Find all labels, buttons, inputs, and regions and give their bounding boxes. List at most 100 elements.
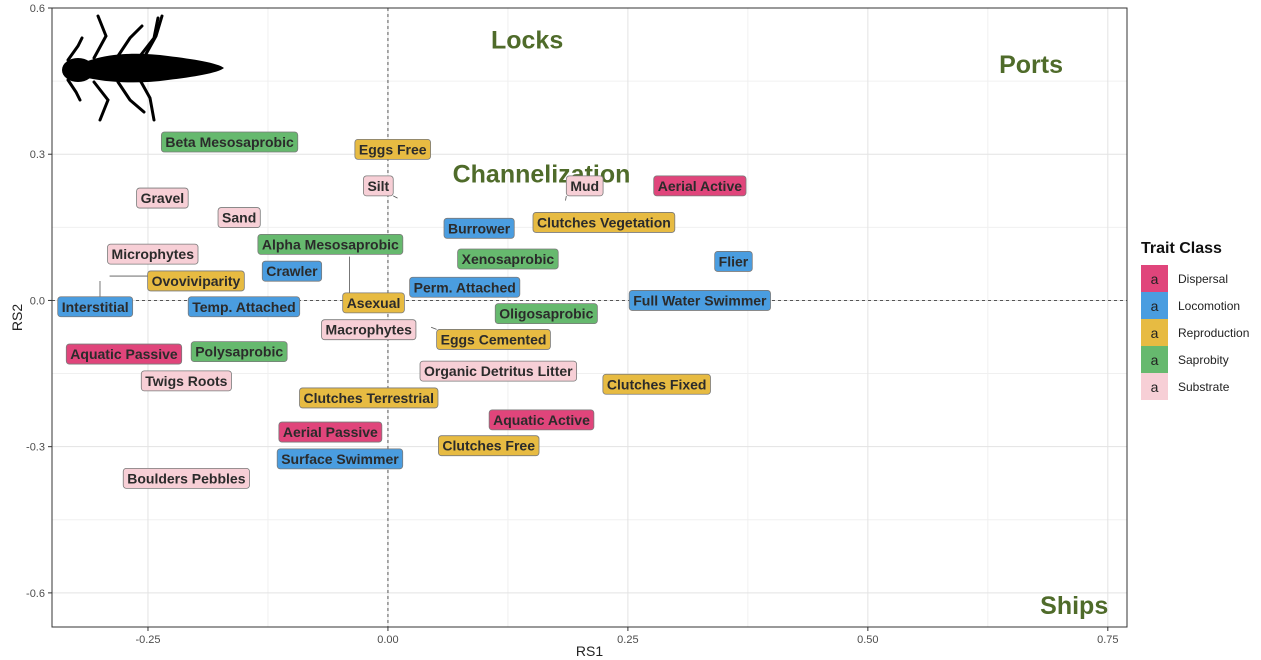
label-text: Eggs Free bbox=[359, 141, 427, 157]
trait-label: Aerial Passive bbox=[278, 421, 383, 443]
label-text: Surface Swimmer bbox=[281, 451, 399, 467]
x-tick-label: 0.25 bbox=[617, 634, 638, 646]
trait-label: Temp. Attached bbox=[187, 296, 301, 318]
legend-key bbox=[1141, 292, 1168, 319]
label-box bbox=[653, 175, 747, 197]
trait-label: Oligosaprobic bbox=[494, 303, 598, 325]
trait-label: Alpha Mesosaprobic bbox=[257, 233, 404, 255]
label-text: Sand bbox=[222, 210, 256, 226]
label-box bbox=[257, 233, 404, 255]
leader-line bbox=[393, 195, 398, 199]
label-text: Interstitial bbox=[62, 299, 129, 315]
legend-label: Dispersal bbox=[1178, 272, 1228, 286]
label-text: Clutches Free bbox=[442, 438, 535, 454]
y-axis-title: RS2 bbox=[9, 304, 25, 331]
x-axis-title: RS1 bbox=[576, 643, 603, 659]
trait-label: Sand bbox=[217, 207, 261, 228]
region-label: Locks bbox=[491, 27, 563, 55]
label-box bbox=[140, 370, 232, 392]
label-text: Twigs Roots bbox=[145, 373, 227, 389]
y-axis-ticks: -0.6 -0.3 0.0 0.3 0.6 bbox=[26, 3, 52, 600]
trait-label: Surface Swimmer bbox=[276, 448, 404, 470]
label-text: Xenosaprobic bbox=[462, 251, 555, 267]
x-axis-ticks: -0.25 0.00 0.25 0.50 0.75 bbox=[135, 627, 1119, 646]
label-text: Clutches Vegetation bbox=[537, 214, 671, 230]
trait-label: Clutches Terrestrial bbox=[299, 387, 439, 409]
label-box bbox=[628, 290, 771, 311]
y-tick-label: 0.6 bbox=[30, 3, 45, 15]
label-box bbox=[276, 448, 404, 470]
label-text: Alpha Mesosaprobic bbox=[262, 236, 399, 252]
leader-lines bbox=[99, 195, 567, 330]
y-tick-label: 0.0 bbox=[30, 295, 45, 307]
legend-item: a Locomotion bbox=[1141, 292, 1240, 319]
label-box bbox=[321, 319, 417, 341]
label-text: Polysaprobic bbox=[195, 344, 283, 360]
label-box bbox=[107, 243, 199, 265]
label-box bbox=[160, 131, 299, 153]
trait-label: Eggs Free bbox=[354, 138, 431, 160]
legend-key-glyph: a bbox=[1151, 325, 1159, 341]
label-box bbox=[342, 292, 405, 314]
trait-label: Perm. Attached bbox=[409, 276, 521, 298]
label-box bbox=[136, 187, 189, 209]
label-box bbox=[532, 212, 676, 233]
label-text: Crawler bbox=[266, 263, 318, 279]
legend-key-glyph: a bbox=[1151, 298, 1159, 314]
label-box bbox=[299, 387, 439, 409]
label-box bbox=[436, 329, 551, 350]
trait-label: Asexual bbox=[342, 292, 405, 314]
label-box bbox=[354, 138, 431, 160]
trait-label: Clutches Vegetation bbox=[532, 212, 676, 233]
label-text: Flier bbox=[719, 253, 749, 269]
trait-labels: Beta Mesosaprobic Eggs Free Silt Mud Aerial … bbox=[57, 131, 771, 489]
label-text: Oligosaprobic bbox=[499, 306, 593, 322]
region-label: Ships bbox=[1040, 592, 1108, 620]
legend-item: a Dispersal bbox=[1141, 265, 1228, 292]
trait-label: Aerial Active bbox=[653, 175, 747, 197]
legend-label: Substrate bbox=[1178, 380, 1230, 394]
label-box bbox=[419, 360, 578, 382]
legend-key bbox=[1141, 319, 1168, 346]
label-box bbox=[65, 343, 183, 365]
insect-silhouette-icon bbox=[62, 14, 224, 122]
plot-panel bbox=[51, 7, 1128, 628]
label-text: Aquatic Active bbox=[493, 412, 590, 428]
y-tick-label: -0.3 bbox=[26, 442, 45, 454]
label-box bbox=[488, 409, 595, 431]
legend-key-glyph: a bbox=[1151, 271, 1159, 287]
label-text: Microphytes bbox=[112, 246, 195, 262]
label-box bbox=[409, 276, 521, 298]
trait-label: Macrophytes bbox=[321, 319, 417, 341]
label-box bbox=[494, 303, 598, 325]
label-box bbox=[122, 467, 250, 489]
legend-item: a Reproduction bbox=[1141, 319, 1249, 346]
label-text: Perm. Attached bbox=[414, 279, 516, 295]
label-box bbox=[443, 217, 515, 239]
legend-key bbox=[1141, 265, 1168, 292]
legend-label: Locomotion bbox=[1178, 299, 1240, 313]
trait-label: Organic Detritus Litter bbox=[419, 360, 578, 382]
legend-title: Trait Class bbox=[1141, 240, 1222, 257]
trait-label: Eggs Cemented bbox=[436, 329, 551, 350]
label-text: Full Water Swimmer bbox=[633, 292, 767, 308]
x-tick-label: -0.25 bbox=[135, 634, 160, 646]
label-text: Macrophytes bbox=[326, 322, 413, 338]
label-text: Aquatic Passive bbox=[70, 346, 178, 362]
x-tick-label: 0.00 bbox=[377, 634, 398, 646]
label-text: Gravel bbox=[141, 190, 185, 206]
legend-key-glyph: a bbox=[1151, 379, 1159, 395]
legend-item: a Saprobity bbox=[1141, 346, 1229, 373]
trait-label: Interstitial bbox=[57, 296, 134, 318]
region-label: Channelization bbox=[453, 161, 631, 189]
label-box bbox=[565, 175, 604, 197]
label-box bbox=[278, 421, 383, 443]
label-box bbox=[57, 296, 134, 318]
label-box bbox=[261, 260, 323, 282]
trait-label: Clutches Free bbox=[438, 435, 540, 457]
trait-label: Aquatic Passive bbox=[65, 343, 183, 365]
legend-key bbox=[1141, 373, 1168, 400]
trait-label: Flier bbox=[714, 251, 753, 272]
trait-label: Gravel bbox=[136, 187, 189, 209]
